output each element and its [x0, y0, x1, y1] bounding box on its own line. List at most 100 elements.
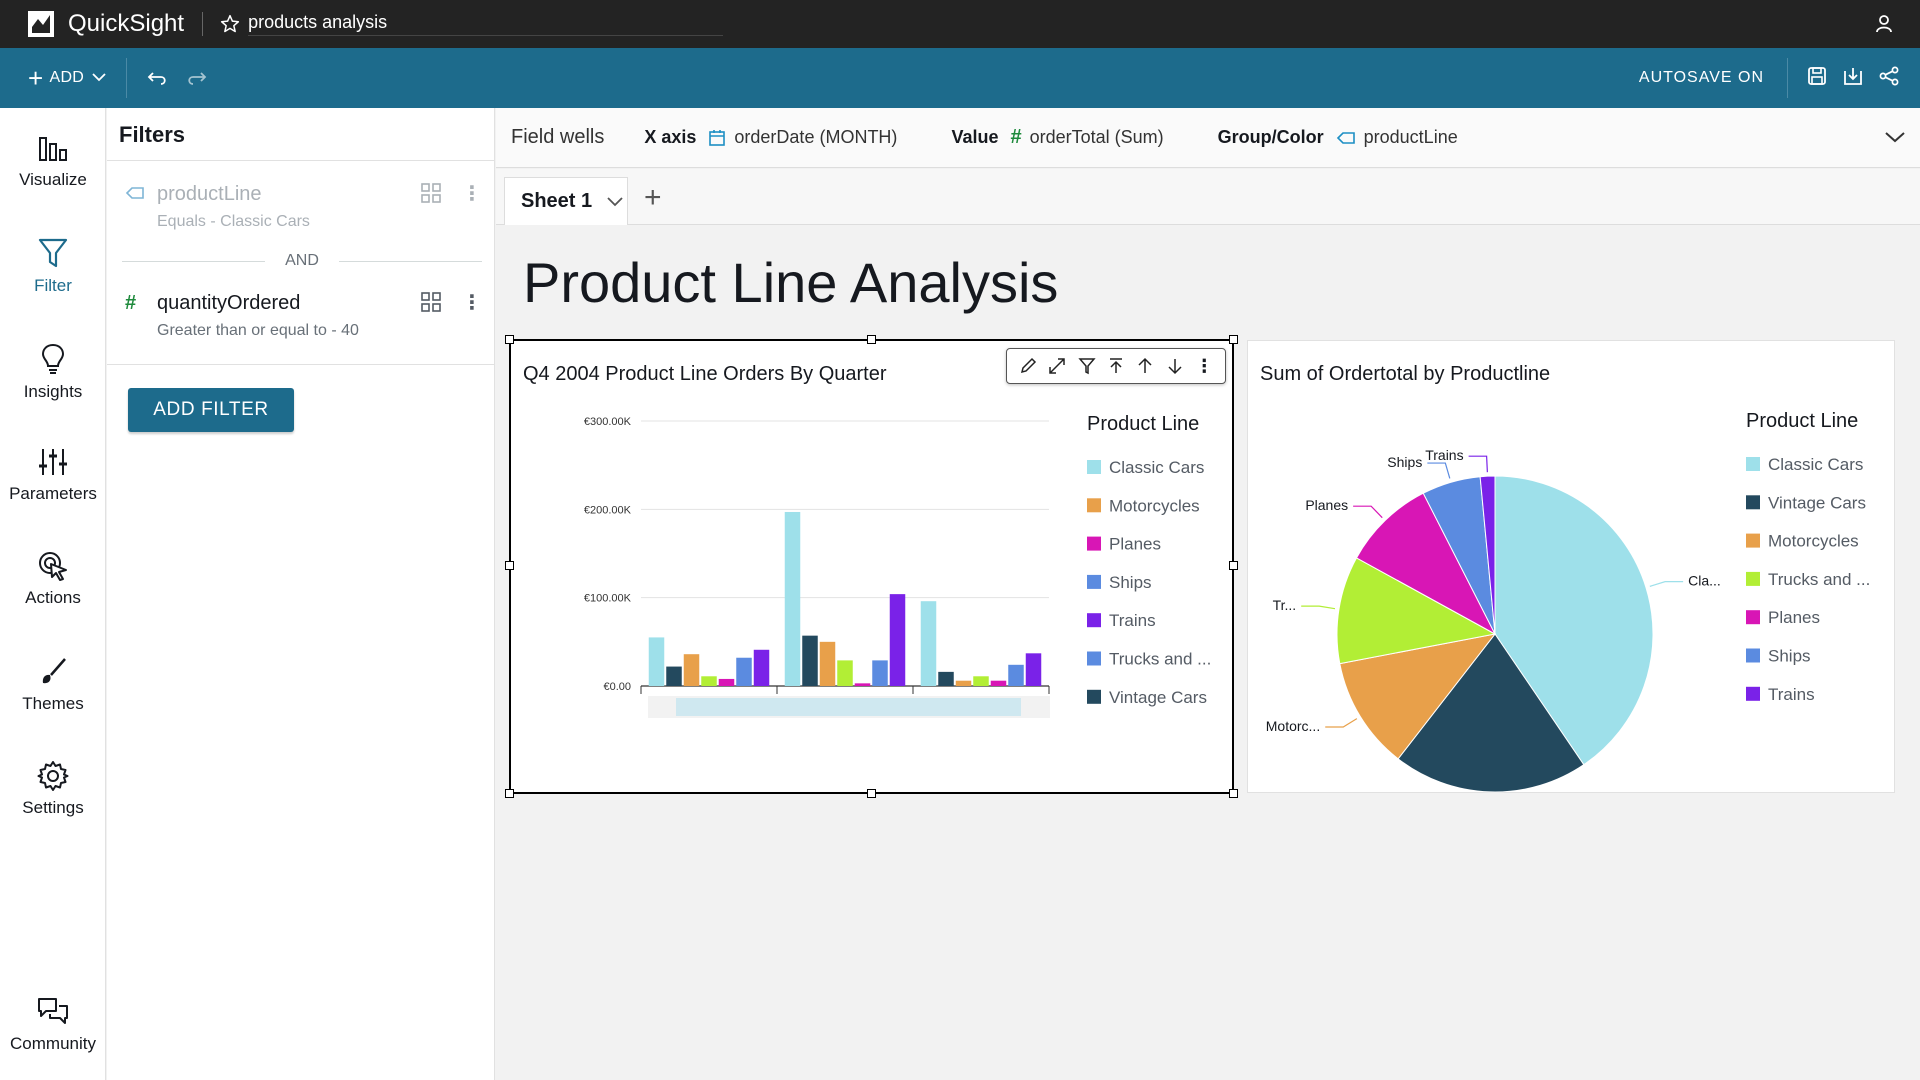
analysis-name-input[interactable]: products analysis [248, 12, 724, 36]
more-options-icon[interactable]: ⋮ [462, 183, 482, 205]
legend-item: Trucks and ... [1109, 650, 1211, 669]
group-color-field[interactable]: productLine [1363, 127, 1458, 147]
nav-item-filter[interactable]: Filter [0, 236, 106, 296]
visual-toolbar: ⋮ [1006, 348, 1226, 384]
arrow-down-icon[interactable] [1166, 357, 1184, 375]
legend-item: Planes [1109, 535, 1161, 554]
resize-handle[interactable] [505, 335, 514, 344]
pie-slice [1397, 633, 1585, 793]
nav-item-community[interactable]: Community [0, 996, 106, 1054]
download-icon[interactable] [1842, 65, 1864, 92]
add-menu-button[interactable]: + ADD [28, 63, 106, 93]
gear-icon [0, 760, 106, 792]
filter-field-name: productLine [157, 183, 262, 205]
chevron-down-icon [92, 69, 106, 87]
star-icon[interactable] [220, 14, 240, 34]
slice-label: Motorc... [1266, 718, 1320, 734]
nav-item-settings[interactable]: Settings [0, 760, 106, 818]
slice-label: Cla... [1688, 573, 1721, 589]
nav-item-parameters[interactable]: Parameters [0, 446, 106, 504]
filter-icon [0, 236, 106, 270]
nav-item-visualize[interactable]: Visualize [0, 132, 106, 190]
value-label: Value [951, 127, 999, 147]
legend-swatch [1746, 533, 1760, 548]
bar [955, 680, 972, 686]
bar-chart-visual[interactable]: Q4 2004 Product Line Orders By Quarter ⋮… [505, 335, 1238, 798]
more-options-icon[interactable]: ⋮ [1195, 355, 1214, 376]
group-color-label: Group/Color [1217, 127, 1324, 147]
share-icon[interactable] [1878, 65, 1900, 92]
sliders-icon [0, 446, 106, 478]
bar [920, 601, 937, 686]
autosave-toggle[interactable]: AUTOSAVE ON [1638, 69, 1764, 86]
add-filter-button[interactable]: ADD FILTER [128, 388, 294, 432]
edit-pencil-icon[interactable] [1019, 357, 1037, 375]
pie-slice [1355, 492, 1497, 636]
legend-swatch [1746, 686, 1760, 701]
resize-handle[interactable] [867, 335, 876, 344]
bar-chart-plot: €0.00€100.00K€200.00K€300.00KDec 2004Nov… [584, 413, 1211, 718]
undo-icon[interactable] [145, 70, 167, 86]
move-to-top-icon[interactable] [1107, 357, 1125, 375]
pie-slice [1494, 475, 1654, 766]
grid-icon[interactable] [421, 292, 441, 317]
resize-handle[interactable] [1229, 561, 1238, 570]
user-icon[interactable] [1874, 14, 1894, 39]
x-axis-label: X axis [644, 127, 697, 147]
arrow-up-icon[interactable] [1136, 357, 1154, 375]
tag-icon [1336, 130, 1356, 146]
resize-handle[interactable] [505, 789, 514, 798]
legend-item: Ships [1109, 573, 1152, 592]
bar [784, 511, 801, 686]
nav-label: Insights [23, 382, 83, 401]
analysis-toolbar: + ADD AUTOSAVE ON [0, 48, 1920, 108]
legend-item: Trains [1768, 685, 1815, 704]
legend-item: Motorcycles [1109, 496, 1200, 515]
y-tick-label: €200.00K [584, 504, 632, 516]
nav-label: Visualize [19, 170, 87, 189]
grid-icon[interactable] [421, 183, 441, 208]
add-sheet-icon[interactable]: + [644, 181, 662, 214]
resize-handle[interactable] [867, 789, 876, 798]
legend-swatch [1746, 495, 1760, 510]
nav-item-themes[interactable]: Themes [0, 656, 106, 714]
nav-item-actions[interactable]: Actions [0, 550, 106, 608]
quicksight-logo-icon[interactable] [28, 11, 54, 37]
resize-handle[interactable] [1229, 789, 1238, 798]
page-title: Product Line Analysis [523, 251, 1059, 314]
lightbulb-icon [0, 342, 106, 376]
bar-chart-icon [0, 132, 106, 164]
divider [1787, 58, 1788, 98]
resize-handle[interactable] [505, 561, 514, 570]
legend-item: Trucks and ... [1768, 570, 1870, 589]
filter-description: Equals - Classic Cars [157, 213, 310, 230]
chevron-down-icon[interactable] [606, 196, 624, 208]
redo-icon[interactable] [187, 70, 209, 86]
save-icon[interactable] [1806, 65, 1828, 92]
value-field[interactable]: orderTotal (Sum) [1029, 127, 1164, 147]
nav-item-insights[interactable]: Insights [0, 342, 106, 402]
bar [990, 680, 1007, 686]
chevron-down-icon[interactable] [1884, 128, 1906, 149]
filter-icon[interactable] [1077, 357, 1096, 375]
bar [666, 666, 682, 686]
plus-icon: + [28, 63, 44, 93]
brush-icon [0, 656, 106, 688]
pie-slice [1339, 633, 1497, 760]
slice-label: Tr... [1273, 597, 1297, 613]
left-navigation: Visualize Filter Insights Parameters Act… [0, 108, 106, 1080]
filters-title: Filters [119, 122, 186, 147]
expand-icon[interactable] [1048, 357, 1066, 375]
more-options-icon[interactable]: ⋮ [462, 292, 482, 314]
field-wells-bar[interactable]: Field wells X axis orderDate (MONTH) Val… [496, 108, 1920, 168]
tab-sheet-1[interactable]: Sheet 1 [504, 177, 628, 225]
slice-leader-line [1468, 455, 1488, 473]
bar [718, 678, 735, 686]
filter-field-name: quantityOrdered [157, 292, 301, 314]
pie-chart-visual[interactable]: Sum of Ordertotal by Productline Cla... V… [1247, 340, 1895, 793]
app-title[interactable]: QuickSight [68, 10, 185, 37]
resize-handle[interactable] [1229, 335, 1238, 344]
divider [202, 12, 204, 36]
chat-bubbles-icon [0, 996, 106, 1028]
x-axis-field[interactable]: orderDate (MONTH) [734, 127, 898, 147]
